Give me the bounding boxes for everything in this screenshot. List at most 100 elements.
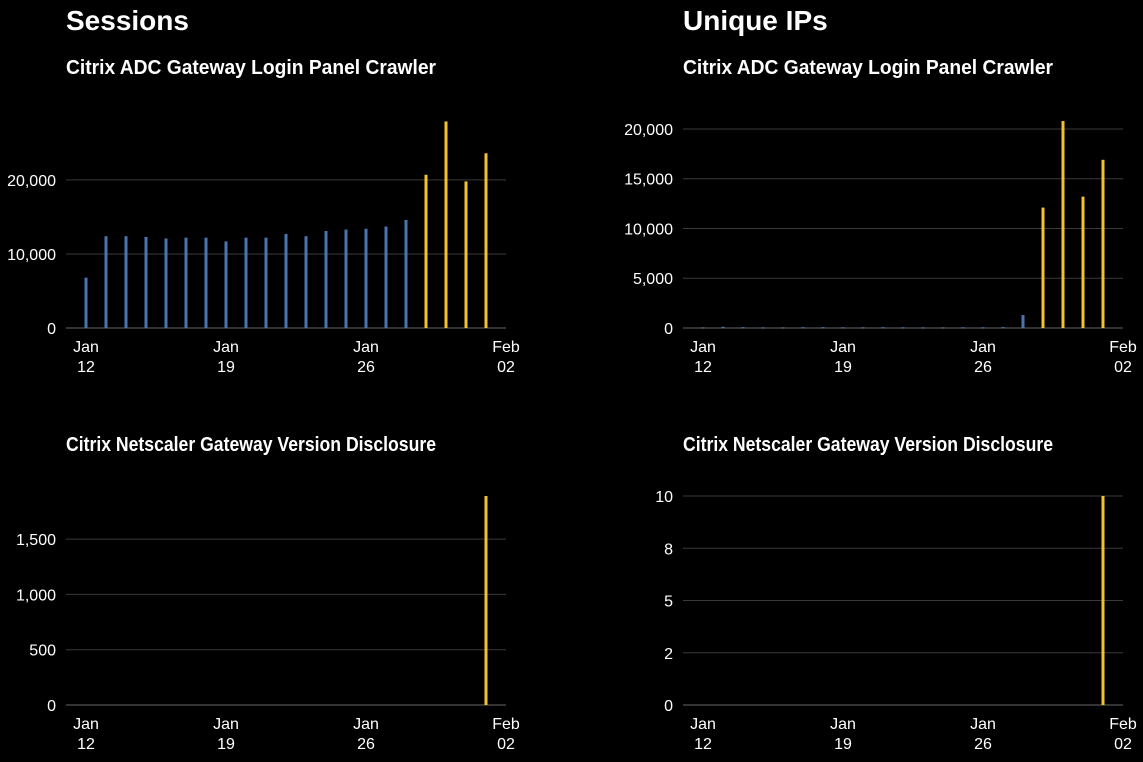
x-tick-day: 02 [497,359,515,376]
y-tick-label: 1,000 [16,587,56,604]
x-tick-day: 26 [974,736,992,753]
bar-jan-31 [1081,196,1085,328]
bar-feb-01 [1101,496,1105,705]
x-tick-month: Jan [213,716,239,733]
bar-feb-01 [1101,159,1105,328]
bar-jan-25 [344,229,348,328]
y-tick-label: 500 [29,643,56,660]
bar-jan-27 [384,226,388,328]
bar-jan-12 [701,327,705,329]
y-tick-label: 8 [664,541,673,558]
bar-jan-18 [821,327,825,329]
x-tick-day: 12 [77,736,95,753]
bar-jan-27 [1001,327,1005,329]
y-tick-label: 10 [655,489,673,506]
x-tick-day: 12 [694,359,712,376]
y-tick-label: 1,500 [16,532,56,549]
x-tick-month: Jan [830,716,856,733]
bar-jan-28 [1021,315,1025,328]
bar-jan-14 [124,236,128,328]
y-tick-label: 20,000 [7,173,56,190]
bar-jan-13 [104,236,108,328]
chart-3: Citrix Netscaler Gateway Version Disclos… [16,434,520,753]
x-tick-month: Jan [830,339,856,356]
bar-jan-19 [841,327,845,329]
bar-jan-29 [424,174,428,328]
x-tick-month: Jan [353,339,379,356]
chart-title: Citrix ADC Gateway Login Panel Crawler [683,57,1053,79]
chart-1: Citrix ADC Gateway Login Panel Crawler 0 1… [7,57,520,376]
chart-title: Citrix Netscaler Gateway Version Disclos… [66,434,436,456]
bar-jan-12 [84,277,88,328]
y-tick-label: 15,000 [624,172,673,189]
bar-jan-31 [464,181,468,328]
bar-jan-15 [761,327,765,329]
bar-jan-21 [264,237,268,328]
chart-title: Citrix ADC Gateway Login Panel Crawler [66,57,436,79]
bar-jan-22 [284,233,288,328]
bar-jan-25 [961,327,965,329]
bar-feb-01 [484,153,488,328]
y-tick-label: 10,000 [7,247,56,264]
section-title-sessions: Sessions [66,5,189,36]
x-tick-month: Feb [1109,339,1137,356]
y-tick-label: 0 [664,321,673,338]
bar-jan-19 [224,241,228,328]
bar-jan-15 [144,236,148,328]
x-tick-month: Jan [690,339,716,356]
x-tick-day: 19 [217,359,235,376]
bar-jan-13 [721,326,725,328]
bar-jan-16 [164,238,168,328]
y-tick-label: 10,000 [624,221,673,238]
bar-jan-28 [404,219,408,328]
x-tick-day: 26 [974,359,992,376]
bar-jan-20 [861,327,865,329]
x-tick-day: 12 [694,736,712,753]
bar-jan-17 [801,327,805,329]
bar-jan-29 [1041,207,1045,328]
bar-jan-16 [781,327,785,329]
x-tick-day: 19 [217,736,235,753]
x-tick-day: 26 [357,736,375,753]
bar-jan-17 [184,237,188,328]
y-tick-label: 0 [47,321,56,338]
chart-2: Citrix ADC Gateway Login Panel Crawler 0 5… [624,57,1137,376]
x-tick-day: 02 [497,736,515,753]
bar-jan-23 [921,327,925,329]
y-tick-label: 2 [664,646,673,663]
bar-jan-26 [981,327,985,329]
bar-jan-20 [244,237,248,328]
x-tick-day: 19 [834,359,852,376]
section-title-unique-ips: Unique IPs [683,5,828,36]
x-tick-month: Jan [690,716,716,733]
bar-jan-23 [304,236,308,328]
x-tick-month: Feb [1109,716,1137,733]
y-tick-label: 0 [47,698,56,715]
x-tick-month: Jan [970,339,996,356]
x-tick-month: Jan [73,716,99,733]
x-tick-day: 19 [834,736,852,753]
y-tick-label: 0 [664,698,673,715]
x-tick-day: 02 [1114,736,1132,753]
x-tick-month: Jan [353,716,379,733]
bar-jan-14 [741,327,745,329]
x-tick-day: 26 [357,359,375,376]
y-tick-label: 5,000 [633,271,673,288]
chart-4: Citrix Netscaler Gateway Version Disclos… [655,434,1137,753]
bar-jan-30 [444,121,448,328]
x-tick-month: Feb [492,716,520,733]
chart-title: Citrix Netscaler Gateway Version Disclos… [683,434,1053,456]
x-tick-day: 12 [77,359,95,376]
y-tick-label: 20,000 [624,122,673,139]
x-tick-month: Jan [73,339,99,356]
x-tick-month: Feb [492,339,520,356]
bar-jan-30 [1061,120,1065,328]
x-tick-day: 02 [1114,359,1132,376]
x-tick-month: Jan [970,716,996,733]
x-tick-month: Jan [213,339,239,356]
bar-feb-01 [484,496,488,705]
bar-jan-18 [204,237,208,328]
bar-jan-24 [324,231,328,328]
bar-jan-21 [881,327,885,329]
